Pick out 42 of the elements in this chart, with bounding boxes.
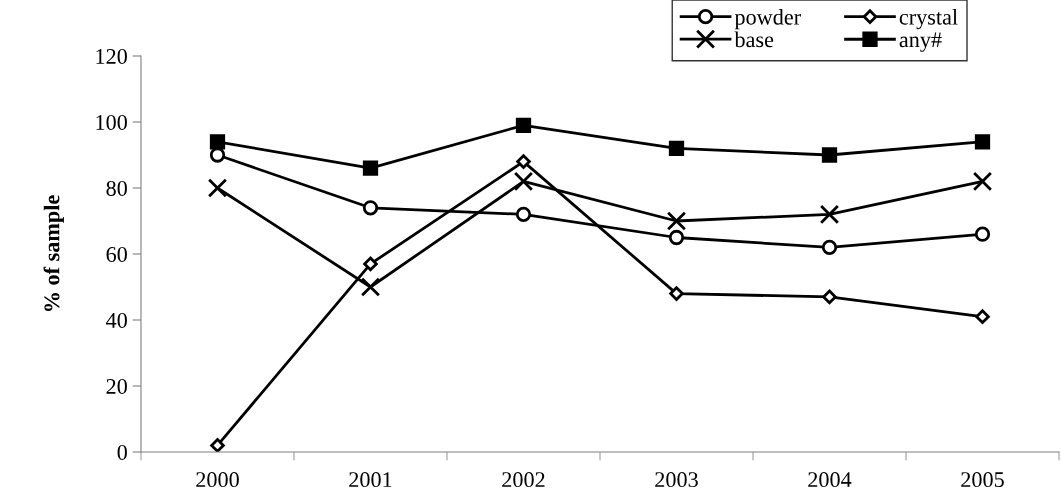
point — [974, 134, 991, 150]
legend-label: crystal — [899, 9, 958, 30]
point — [209, 147, 226, 163]
x-tick-label: 2001 — [349, 472, 392, 488]
point — [972, 171, 993, 192]
x-tick-label: 2003 — [655, 472, 698, 488]
y-tick-label: 0 — [117, 444, 127, 460]
point — [516, 154, 531, 169]
y-tick-label: 80 — [106, 180, 127, 196]
y-tick-label: 120 — [96, 48, 127, 64]
point — [515, 117, 532, 133]
point — [362, 160, 379, 176]
point — [974, 226, 991, 242]
y-tick-label: 100 — [96, 114, 127, 130]
point — [207, 178, 228, 198]
point — [666, 211, 687, 231]
point — [363, 256, 378, 272]
point — [668, 140, 685, 157]
x-tick-label: 2002 — [502, 472, 545, 488]
legend-label: powder — [734, 9, 801, 30]
point — [821, 147, 838, 163]
y-tick-label: 20 — [106, 378, 127, 394]
point — [513, 171, 534, 192]
point — [821, 239, 838, 256]
point — [819, 204, 840, 225]
point — [822, 289, 837, 305]
legend-label: base — [734, 31, 774, 48]
point — [209, 134, 226, 150]
x-tick-label: 2000 — [196, 472, 239, 488]
point — [360, 277, 381, 297]
x-tick-label: 2004 — [808, 472, 852, 488]
point — [669, 286, 684, 301]
x-tick-label: 2005 — [961, 472, 1004, 488]
point — [362, 200, 379, 216]
y-tick-label: 40 — [106, 312, 127, 328]
point — [210, 438, 225, 452]
y-tick-label: 60 — [106, 246, 127, 262]
point — [975, 309, 990, 324]
point — [668, 229, 685, 246]
legend-label: any# — [899, 32, 942, 52]
y-axis-title: % of sample — [43, 195, 64, 311]
point — [515, 206, 532, 223]
